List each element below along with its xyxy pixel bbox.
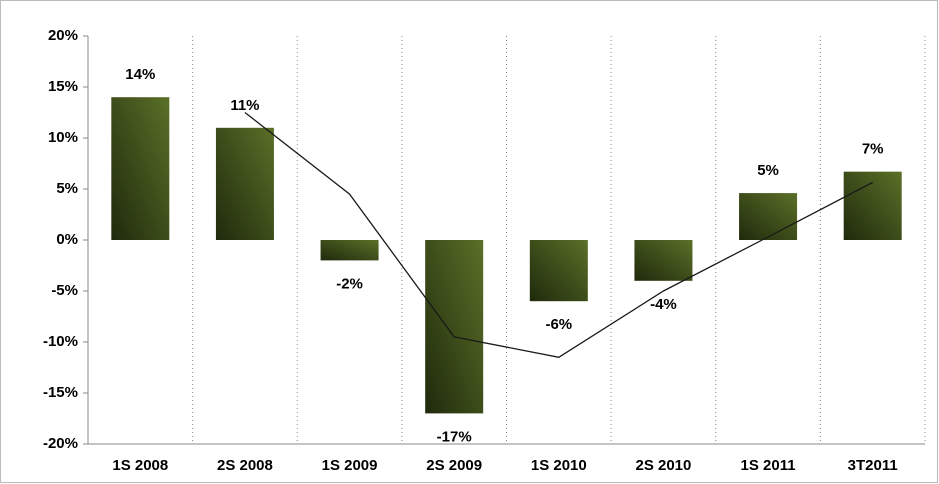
y-tick-label: -15% xyxy=(43,384,78,401)
y-tick-label: -20% xyxy=(43,435,78,452)
bar xyxy=(320,240,379,261)
y-tick-label: 0% xyxy=(56,231,78,248)
data-label: -4% xyxy=(650,296,677,313)
data-label: -6% xyxy=(545,316,572,333)
x-tick-label: 2S 2010 xyxy=(635,457,691,474)
y-tick-label: 10% xyxy=(48,129,78,146)
bar xyxy=(111,97,170,240)
data-label: 5% xyxy=(757,162,779,179)
bar xyxy=(529,240,588,302)
trend-line xyxy=(244,111,873,358)
x-tick-label: 1S 2009 xyxy=(322,457,378,474)
bar xyxy=(425,240,484,414)
y-tick-label: -10% xyxy=(43,333,78,350)
x-tick-label: 3T2011 xyxy=(848,457,898,474)
bar xyxy=(215,127,274,240)
x-tick-label: 2S 2008 xyxy=(217,457,273,474)
y-tick-label: 15% xyxy=(48,78,78,95)
x-tick-label: 1S 2008 xyxy=(112,457,168,474)
y-tick-label: 20% xyxy=(48,27,78,44)
y-tick-label: 5% xyxy=(56,180,78,197)
data-label: 14% xyxy=(125,66,155,83)
bar xyxy=(739,193,798,240)
bar xyxy=(843,171,902,240)
data-label: 11% xyxy=(230,97,259,114)
data-label: 7% xyxy=(862,141,884,158)
data-label: -2% xyxy=(336,275,363,292)
x-tick-label: 1S 2010 xyxy=(531,457,587,474)
data-label: -17% xyxy=(437,428,472,445)
x-tick-label: 1S 2011 xyxy=(741,457,796,474)
bar xyxy=(634,240,693,281)
x-tick-label: 2S 2009 xyxy=(426,457,482,474)
y-tick-label: -5% xyxy=(51,282,78,299)
